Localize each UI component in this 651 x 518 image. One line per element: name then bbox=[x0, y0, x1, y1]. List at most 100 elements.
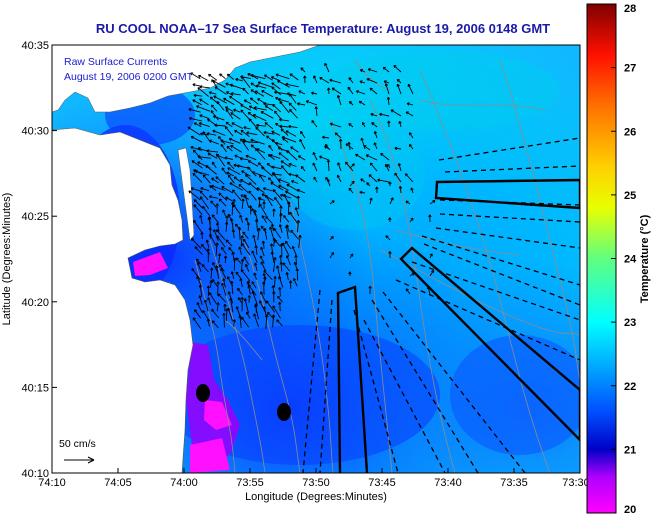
current-vector-head bbox=[338, 138, 343, 142]
current-vector-head bbox=[326, 159, 331, 163]
current-vector bbox=[240, 129, 250, 137]
current-vector bbox=[222, 209, 227, 217]
current-vector-head bbox=[209, 96, 213, 100]
current-vector bbox=[259, 300, 266, 313]
current-vector bbox=[187, 126, 201, 136]
current-vector bbox=[259, 255, 265, 264]
current-vector bbox=[240, 269, 251, 282]
current-vector bbox=[263, 103, 274, 106]
current-vector-head bbox=[214, 86, 218, 90]
current-vector bbox=[366, 78, 378, 84]
current-vector bbox=[247, 166, 257, 177]
current-vector bbox=[358, 100, 366, 106]
current-vector bbox=[299, 139, 306, 150]
current-vector-head bbox=[233, 163, 237, 167]
current-vector-head bbox=[212, 80, 216, 84]
current-vector-head bbox=[192, 149, 197, 153]
current-vector-head bbox=[271, 165, 275, 169]
current-vector-head bbox=[271, 285, 275, 289]
current-vector-head bbox=[237, 297, 241, 301]
current-vector-head bbox=[198, 284, 203, 288]
current-vector-head bbox=[199, 190, 203, 194]
current-vector bbox=[250, 89, 258, 95]
current-vector-head bbox=[366, 77, 370, 82]
current-vector bbox=[298, 90, 306, 95]
current-vector-head bbox=[360, 178, 364, 182]
current-vector-head bbox=[312, 162, 316, 166]
current-vector bbox=[195, 258, 202, 265]
current-vector-head bbox=[198, 122, 202, 126]
current-vector-head bbox=[223, 255, 228, 259]
current-vector bbox=[235, 78, 243, 82]
current-vector-head bbox=[245, 154, 249, 158]
scale-label: 50 cm/s bbox=[59, 438, 96, 450]
current-vector bbox=[349, 181, 355, 187]
current-vector bbox=[234, 130, 243, 136]
current-vector bbox=[274, 239, 281, 247]
current-vector-head bbox=[247, 160, 251, 164]
x-tick-label: 74:00 bbox=[170, 477, 198, 489]
current-vector-head bbox=[272, 103, 276, 108]
current-vector bbox=[261, 215, 267, 224]
current-vector bbox=[230, 84, 243, 90]
current-vector-head bbox=[210, 110, 214, 114]
current-vector-head bbox=[359, 69, 363, 73]
current-vector bbox=[406, 102, 414, 106]
current-vector-head bbox=[240, 269, 244, 273]
current-vector-head bbox=[270, 182, 274, 186]
current-vector bbox=[235, 271, 242, 279]
current-vector bbox=[225, 308, 228, 322]
current-vector bbox=[300, 131, 306, 139]
current-vector-head bbox=[208, 292, 212, 296]
current-vector-head bbox=[274, 239, 278, 243]
y-tick-label: 40:10 bbox=[21, 468, 49, 480]
current-vector bbox=[280, 160, 291, 168]
current-vector-head bbox=[273, 227, 277, 231]
current-vector bbox=[260, 111, 274, 119]
current-vector-head bbox=[230, 271, 235, 275]
current-vector-head bbox=[202, 131, 206, 135]
current-vector-head bbox=[272, 305, 276, 309]
current-vector-head bbox=[241, 243, 245, 247]
current-vector bbox=[207, 318, 210, 327]
x-tick-label: 74:05 bbox=[104, 477, 132, 489]
current-vector-head bbox=[280, 160, 284, 164]
current-vector bbox=[277, 296, 283, 303]
current-vector bbox=[254, 90, 265, 97]
current-vector bbox=[306, 100, 318, 106]
current-vector bbox=[330, 123, 342, 128]
current-vector bbox=[300, 166, 306, 172]
current-vector bbox=[263, 187, 273, 192]
current-vector-head bbox=[285, 272, 289, 275]
current-vector bbox=[214, 124, 226, 127]
current-vector-head bbox=[345, 161, 349, 165]
current-vector bbox=[286, 255, 291, 266]
current-vector bbox=[399, 121, 402, 128]
current-vector bbox=[398, 163, 402, 172]
radial-dashed-line bbox=[319, 299, 333, 473]
current-vector bbox=[227, 73, 234, 80]
current-vector-head bbox=[251, 290, 255, 294]
current-vector-head bbox=[226, 73, 230, 77]
current-vector-head bbox=[195, 258, 199, 262]
current-vector bbox=[226, 145, 233, 152]
current-vector bbox=[254, 262, 258, 271]
current-vector-head bbox=[290, 146, 294, 150]
current-vector-head bbox=[278, 224, 283, 228]
colorbar-tick-label: 24 bbox=[624, 254, 637, 266]
current-vector-head bbox=[241, 76, 245, 80]
current-vector bbox=[257, 228, 260, 241]
current-vector-head bbox=[359, 190, 363, 195]
x-tick-label: 73:40 bbox=[434, 477, 462, 489]
current-vector bbox=[254, 304, 259, 320]
current-vector bbox=[261, 193, 274, 202]
current-vector bbox=[231, 281, 234, 295]
current-vector bbox=[209, 140, 219, 145]
current-vector bbox=[355, 153, 366, 161]
current-vector-head bbox=[222, 209, 226, 213]
current-vector-head bbox=[208, 73, 212, 77]
current-vector bbox=[281, 165, 290, 175]
current-vector bbox=[385, 235, 391, 241]
current-vector-head bbox=[271, 86, 275, 90]
current-vector-head bbox=[279, 205, 283, 209]
